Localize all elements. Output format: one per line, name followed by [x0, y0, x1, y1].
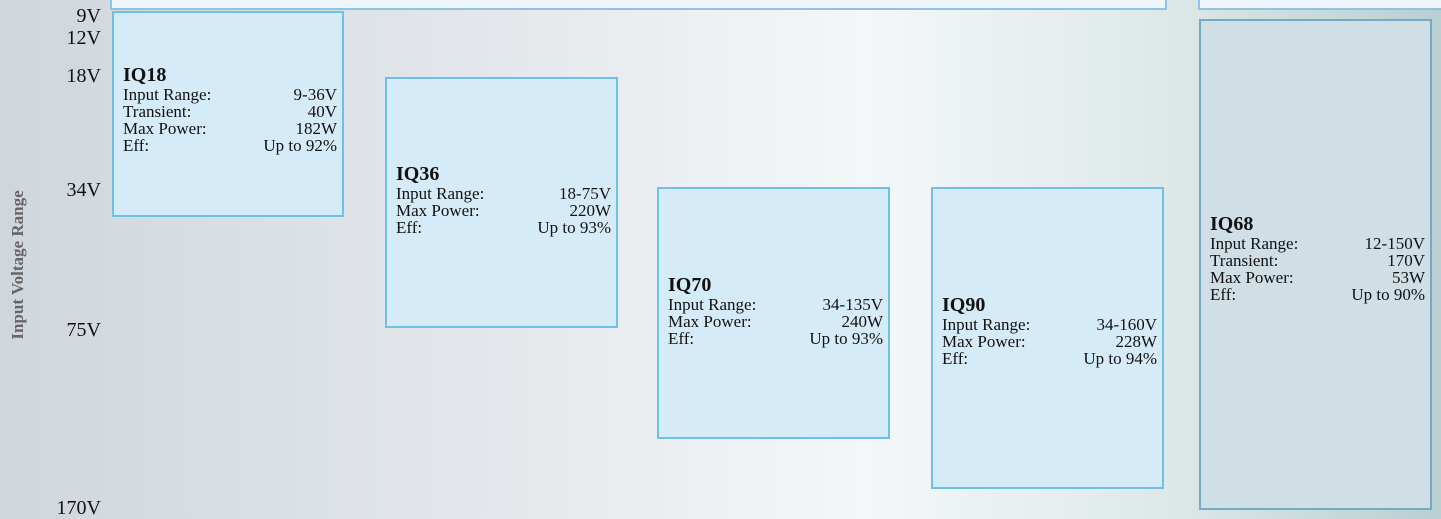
- y-axis-title: Input Voltage Range: [8, 190, 28, 339]
- spec-row: Input Range: 18-75V: [396, 185, 611, 202]
- product-name: IQ18: [123, 65, 166, 85]
- top-frame: [1198, 0, 1441, 10]
- spec-label: Transient:: [123, 103, 191, 120]
- spec-label: Max Power:: [1210, 269, 1294, 286]
- product-name: IQ90: [942, 295, 985, 315]
- spec-row: Eff: Up to 93%: [668, 330, 883, 347]
- spec-label: Eff:: [668, 330, 694, 347]
- spec-value: 240W: [841, 313, 883, 330]
- spec-value: Up to 90%: [1351, 286, 1425, 303]
- product-name: IQ70: [668, 275, 711, 295]
- spec-row: Eff: Up to 92%: [123, 137, 337, 154]
- spec-value: Up to 92%: [263, 137, 337, 154]
- spec-row: Max Power: 182W: [123, 120, 337, 137]
- spec-label: Eff:: [1210, 286, 1236, 303]
- spec-row: Input Range: 34-160V: [942, 316, 1157, 333]
- spec-label: Max Power:: [123, 120, 207, 137]
- y-tick-label: 170V: [57, 498, 101, 518]
- spec-label: Max Power:: [396, 202, 480, 219]
- spec-value: Up to 94%: [1083, 350, 1157, 367]
- spec-label: Transient:: [1210, 252, 1278, 269]
- spec-row: Eff: Up to 94%: [942, 350, 1157, 367]
- y-tick-label: 9V: [77, 6, 101, 26]
- spec-row: Max Power: 220W: [396, 202, 611, 219]
- spec-label: Input Range:: [942, 316, 1030, 333]
- spec-value: 53W: [1392, 269, 1425, 286]
- y-tick-label: 18V: [67, 66, 101, 86]
- spec-value: Up to 93%: [809, 330, 883, 347]
- top-frame: [110, 0, 1167, 10]
- y-tick-label: 34V: [67, 180, 101, 200]
- spec-row: Eff: Up to 93%: [396, 219, 611, 236]
- spec-label: Input Range:: [123, 86, 211, 103]
- spec-value: 34-160V: [1097, 316, 1157, 333]
- spec-value: 228W: [1115, 333, 1157, 350]
- spec-value: 34-135V: [823, 296, 883, 313]
- spec-label: Max Power:: [942, 333, 1026, 350]
- y-tick-label: 12V: [67, 28, 101, 48]
- spec-value: 182W: [295, 120, 337, 137]
- spec-row: Input Range: 12-150V: [1210, 235, 1425, 252]
- spec-value: 220W: [569, 202, 611, 219]
- spec-row: Max Power: 240W: [668, 313, 883, 330]
- spec-row: Input Range: 9-36V: [123, 86, 337, 103]
- spec-label: Input Range:: [1210, 235, 1298, 252]
- spec-value: 40V: [308, 103, 337, 120]
- spec-value: 12-150V: [1365, 235, 1425, 252]
- spec-value: Up to 93%: [537, 219, 611, 236]
- page: {"y_axis":{"title":"Input Voltage Range"…: [0, 0, 1441, 519]
- y-tick-label: 75V: [67, 320, 101, 340]
- spec-label: Input Range:: [396, 185, 484, 202]
- spec-row: Max Power: 53W: [1210, 269, 1425, 286]
- spec-value: 9-36V: [294, 86, 337, 103]
- product-name: IQ36: [396, 164, 439, 184]
- spec-row: Input Range: 34-135V: [668, 296, 883, 313]
- spec-label: Eff:: [942, 350, 968, 367]
- spec-row: Eff: Up to 90%: [1210, 286, 1425, 303]
- spec-label: Input Range:: [668, 296, 756, 313]
- spec-row: Transient: 40V: [123, 103, 337, 120]
- spec-value: 18-75V: [559, 185, 611, 202]
- spec-value: 170V: [1387, 252, 1425, 269]
- spec-row: Max Power: 228W: [942, 333, 1157, 350]
- spec-row: Transient: 170V: [1210, 252, 1425, 269]
- product-name: IQ68: [1210, 214, 1253, 234]
- spec-label: Eff:: [123, 137, 149, 154]
- spec-label: Eff:: [396, 219, 422, 236]
- spec-label: Max Power:: [668, 313, 752, 330]
